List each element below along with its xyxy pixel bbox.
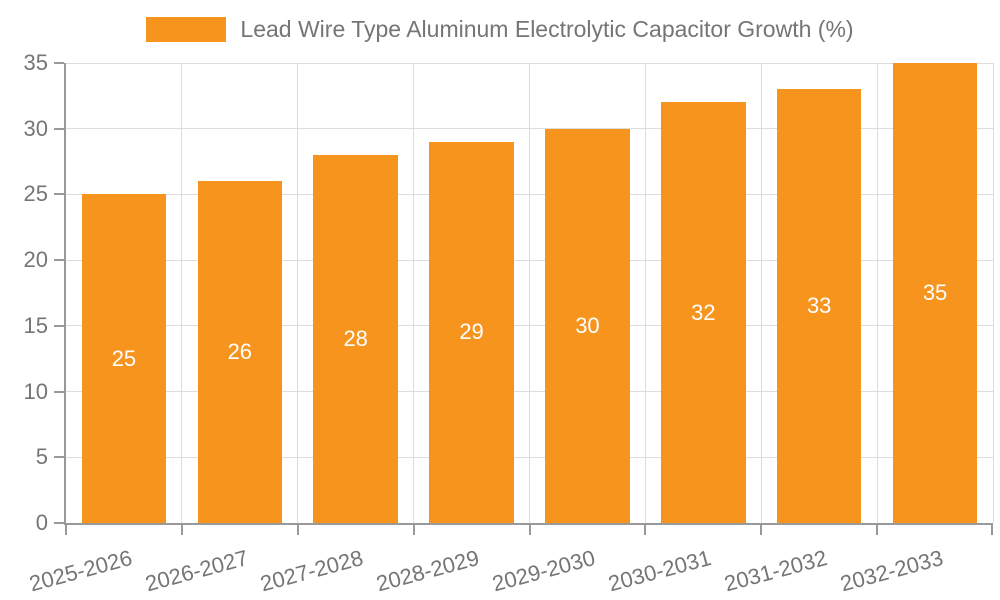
y-axis-tick xyxy=(54,324,64,327)
y-axis-labels: 0 5 10 15 20 25 30 35 xyxy=(0,51,66,535)
gridline-vertical xyxy=(297,63,299,523)
x-axis-line xyxy=(64,523,993,525)
x-axis-labels: 2025-2026 2026-2027 2027-2028 2028-2029 2029… xyxy=(26,531,993,600)
x-axis-tick xyxy=(528,525,531,535)
bar-value-label: 28 xyxy=(343,326,368,351)
gridline-vertical xyxy=(992,63,994,523)
x-axis-tick xyxy=(65,525,67,535)
bar-value-label: 26 xyxy=(227,339,253,365)
gridline-vertical xyxy=(876,63,878,523)
x-tick-label: 2026-2027 xyxy=(142,545,251,597)
y-axis-tick xyxy=(54,193,64,196)
bar[interactable]: 30 xyxy=(545,128,630,523)
bar[interactable]: 29 xyxy=(429,141,514,523)
x-tick-label: 2027-2028 xyxy=(258,545,367,597)
x-tick-label: 2029-2030 xyxy=(489,545,598,597)
y-axis-tick xyxy=(54,62,64,64)
x-axis-tick xyxy=(644,525,647,535)
x-axis-tick xyxy=(412,525,415,535)
y-axis-line xyxy=(64,63,66,525)
x-tick-label: 2030-2031 xyxy=(605,545,714,597)
bar-value-label: 29 xyxy=(459,319,484,345)
y-axis-tick xyxy=(54,127,64,130)
y-tick-label: 35 xyxy=(23,50,48,75)
gridline-vertical xyxy=(529,63,530,523)
y-tick-label: 0 xyxy=(35,510,48,535)
bar-value-label: 30 xyxy=(575,312,600,338)
x-tick-label: 2028-2029 xyxy=(373,545,483,597)
bar-value-label: 32 xyxy=(691,299,716,325)
y-axis-tick xyxy=(54,259,64,262)
plot-area: 25 26 28 29 30 32 33 35 xyxy=(54,62,994,535)
legend-swatch xyxy=(146,17,227,42)
bar[interactable]: 28 xyxy=(313,155,398,523)
y-axis-tick xyxy=(54,390,64,393)
y-tick-label: 25 xyxy=(23,181,48,207)
bar[interactable]: 32 xyxy=(661,102,746,523)
legend-label: Lead Wire Type Aluminum Electrolytic Cap… xyxy=(240,16,854,42)
x-axis-tick xyxy=(760,525,763,535)
x-axis-tick xyxy=(876,525,879,535)
bar[interactable]: 26 xyxy=(197,181,283,523)
y-axis-tick xyxy=(54,522,64,524)
gridline-vertical xyxy=(644,63,646,523)
bar-value-label: 33 xyxy=(806,293,832,319)
bar-value-label: 25 xyxy=(111,345,137,371)
x-axis-tick xyxy=(296,525,299,535)
y-tick-label: 15 xyxy=(23,312,48,338)
bar-value-label: 35 xyxy=(922,280,948,305)
y-tick-label: 5 xyxy=(35,444,48,470)
legend[interactable]: Lead Wire Type Aluminum Electrolytic Cap… xyxy=(0,16,1000,43)
gridline-vertical xyxy=(413,63,415,523)
bar[interactable]: 35 xyxy=(892,63,978,523)
bar[interactable]: 25 xyxy=(81,194,167,523)
x-tick-label: 2025-2026 xyxy=(26,545,135,597)
x-tick-label: 2032-2033 xyxy=(837,545,946,597)
y-tick-label: 30 xyxy=(23,115,48,141)
y-tick-label: 10 xyxy=(23,378,48,404)
bar[interactable]: 33 xyxy=(776,89,862,523)
gridline-vertical xyxy=(181,63,183,523)
y-axis-tick xyxy=(54,456,64,459)
x-tick-label: 2031-2032 xyxy=(721,545,830,597)
x-axis-tick xyxy=(991,525,993,535)
y-tick-label: 20 xyxy=(23,247,48,273)
x-axis-tick xyxy=(180,525,183,535)
gridline-vertical xyxy=(760,63,762,523)
